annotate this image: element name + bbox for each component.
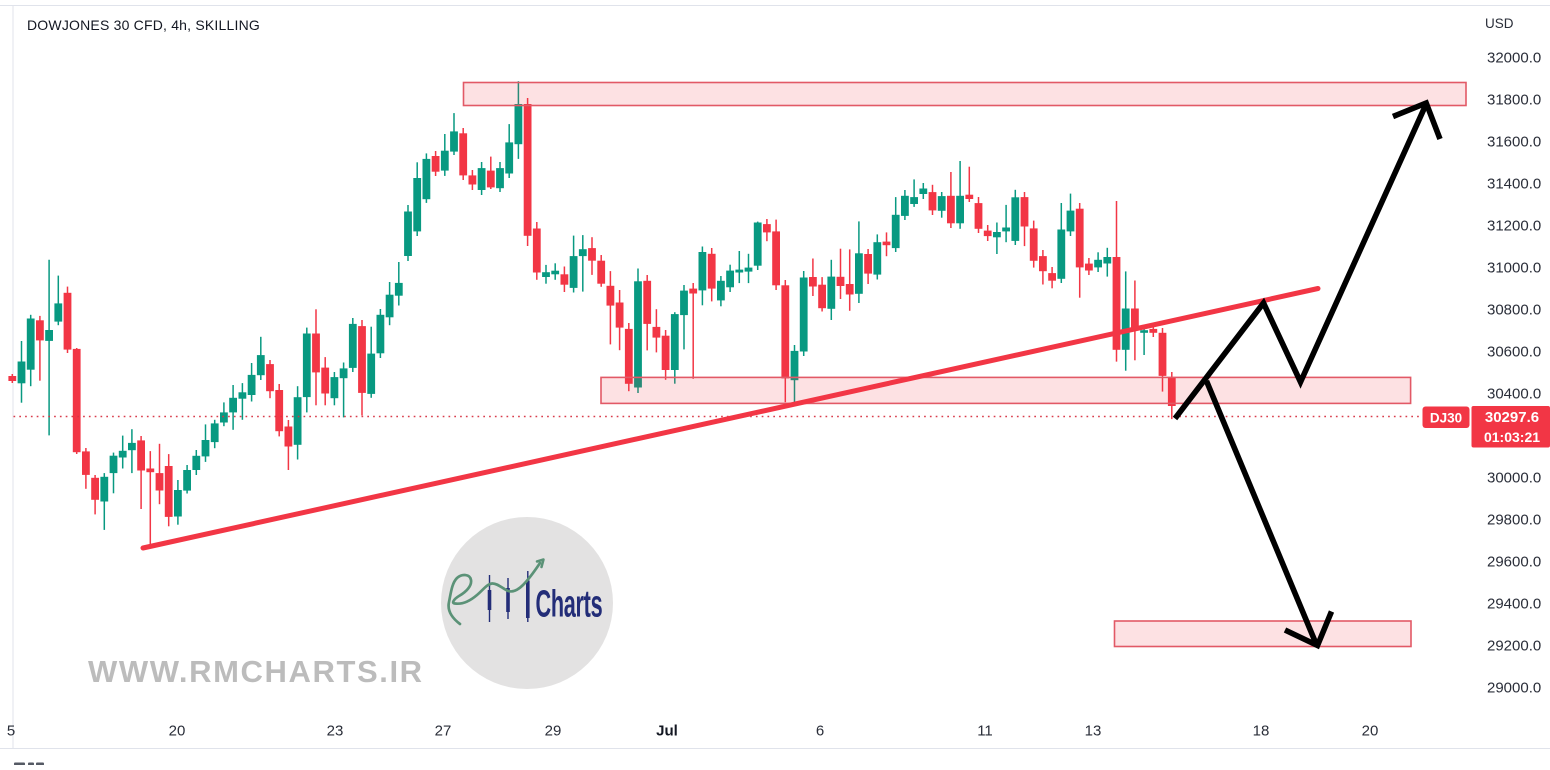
svg-text:31400.0: 31400.0 [1487, 175, 1541, 192]
svg-text:29400.0: 29400.0 [1487, 595, 1541, 612]
svg-text:30400.0: 30400.0 [1487, 385, 1541, 402]
svg-text:Charts: Charts [536, 582, 603, 625]
svg-text:DOWJONES 30 CFD, 4h, SKILLING: DOWJONES 30 CFD, 4h, SKILLING [27, 17, 260, 33]
svg-text:29200.0: 29200.0 [1487, 637, 1541, 654]
svg-text:29800.0: 29800.0 [1487, 511, 1541, 528]
svg-text:30297.6: 30297.6 [1485, 409, 1539, 426]
svg-text:WWW.RMCHARTS.IR: WWW.RMCHARTS.IR [88, 654, 424, 689]
svg-text:20: 20 [1362, 723, 1379, 740]
svg-text:01:03:21: 01:03:21 [1484, 429, 1540, 445]
svg-text:23: 23 [327, 723, 344, 740]
svg-text:31200.0: 31200.0 [1487, 217, 1541, 234]
svg-text:Jul: Jul [656, 723, 678, 740]
svg-text:29: 29 [545, 723, 562, 740]
svg-text:27: 27 [435, 723, 452, 740]
svg-text:DJ30: DJ30 [1430, 411, 1462, 426]
svg-text:5: 5 [7, 723, 15, 740]
svg-text:18: 18 [1253, 723, 1270, 740]
svg-text:31600.0: 31600.0 [1487, 133, 1541, 150]
svg-text:11: 11 [977, 723, 993, 740]
svg-text:31000.0: 31000.0 [1487, 259, 1541, 276]
svg-text:30000.0: 30000.0 [1487, 469, 1541, 486]
svg-text:32000.0: 32000.0 [1487, 49, 1541, 66]
svg-text:30800.0: 30800.0 [1487, 301, 1541, 318]
svg-text:31800.0: 31800.0 [1487, 91, 1541, 108]
svg-text:29000.0: 29000.0 [1487, 679, 1541, 696]
svg-text:USD: USD [1485, 16, 1514, 31]
svg-text:30600.0: 30600.0 [1487, 343, 1541, 360]
svg-text:6: 6 [816, 723, 824, 740]
svg-text:29600.0: 29600.0 [1487, 553, 1541, 570]
svg-text:20: 20 [169, 723, 186, 740]
svg-text:13: 13 [1085, 723, 1102, 740]
